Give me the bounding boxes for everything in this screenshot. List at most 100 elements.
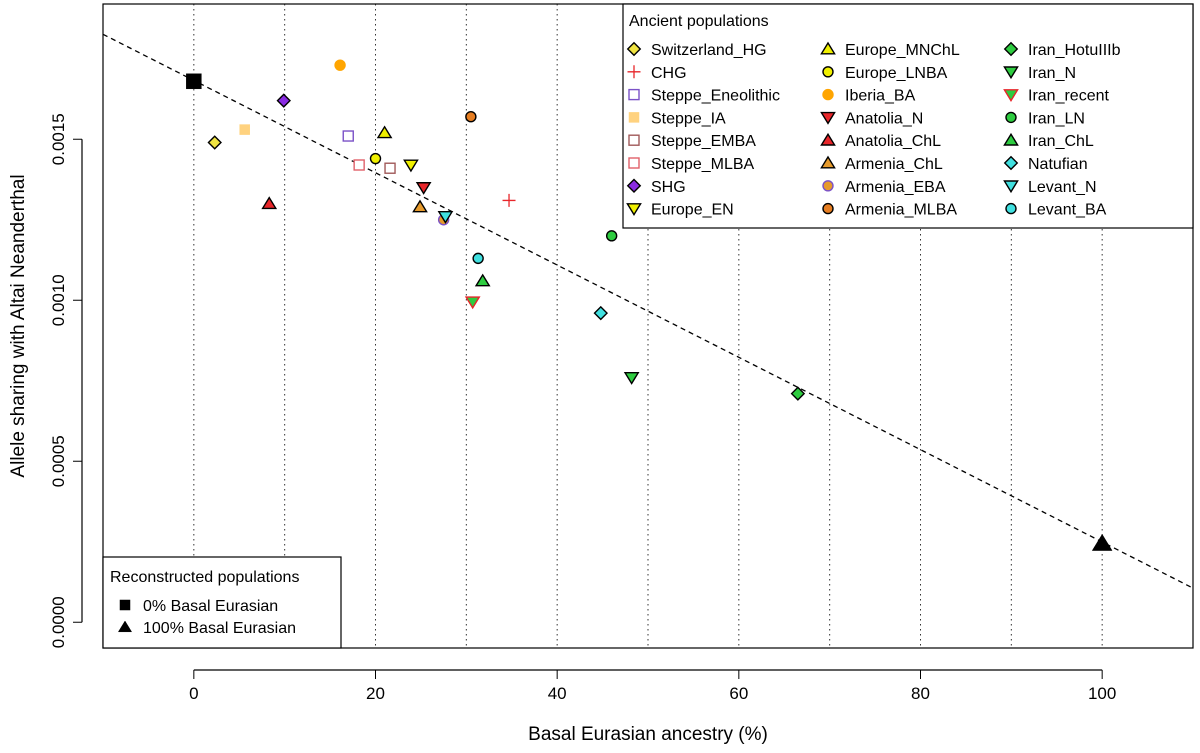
point-iran-recent <box>464 296 481 310</box>
y-tick-label-0: 0.0000 <box>49 596 68 648</box>
point-iberia-ba <box>334 59 346 71</box>
x-axis-label: Basal Eurasian ancestry (%) <box>528 724 768 745</box>
x-tick-label-80: 80 <box>911 684 930 703</box>
legend-label-steppe-emba: Steppe_EMBA <box>651 133 756 150</box>
legend-marker-anatolia-chl <box>820 132 836 146</box>
legend-label-iran-ln: Iran_LN <box>1028 110 1085 127</box>
legend-label-100-basal-eurasian: 100% Basal Eurasian <box>143 620 296 637</box>
legend-marker-anatolia-n <box>820 111 836 125</box>
legend-marker-iran-chl <box>1003 132 1019 146</box>
y-tick-label-1: 0.0005 <box>49 435 68 487</box>
legend-label-levant-n: Levant_N <box>1028 179 1097 196</box>
legend-label-natufian: Natufian <box>1028 156 1088 173</box>
legend-label-iran-recent: Iran_recent <box>1028 88 1109 105</box>
point-anatolia-n <box>415 182 432 195</box>
legend-marker-shg <box>626 178 642 194</box>
legend-marker-europe-en <box>626 203 642 216</box>
legend-reconstructed-populations: Reconstructed populations 0% Basal Euras… <box>102 556 342 649</box>
legend-label-chg: CHG <box>651 65 687 82</box>
point-europe-lnba <box>369 152 382 165</box>
point-iran-ln <box>605 230 618 242</box>
legend-label-shg: SHG <box>651 179 686 196</box>
point-europe-mnchl <box>376 125 393 139</box>
legend-label-armenia-chl: Armenia_ChL <box>845 156 943 173</box>
y-tick-label-2: 0.0010 <box>49 274 68 326</box>
legend-label-steppe-ia: Steppe_IA <box>651 110 726 127</box>
legend-marker-armenia-mlba <box>822 202 834 215</box>
point-iran-hotuiiib <box>790 386 806 401</box>
point-chg <box>502 193 516 207</box>
point-steppe-eneolithic <box>342 130 354 142</box>
x-tick-label-40: 40 <box>548 684 567 703</box>
legend-label-anatolia-n: Anatolia_N <box>845 110 923 127</box>
legend-label-europe-lnba: Europe_LNBA <box>845 65 948 82</box>
legend-marker-0-basal-eurasian <box>119 599 131 611</box>
legend-reconstructed-box <box>102 556 342 649</box>
legend-marker-switzerland-hg <box>626 41 642 57</box>
legend-marker-steppe-eneolithic <box>628 88 640 101</box>
y-axis: 0.0000 0.0005 0.0010 0.0015 <box>49 113 83 648</box>
legend-label-armenia-eba: Armenia_EBA <box>845 179 946 196</box>
legend-marker-steppe-mlba <box>628 157 640 169</box>
legend-marker-steppe-ia <box>628 112 640 123</box>
legend-marker-armenia-chl <box>820 155 836 169</box>
legend-label-iran-hotuiiib: Iran_HotuIIIb <box>1028 42 1121 59</box>
point-natufian <box>593 305 609 321</box>
legend-marker-levant-ba <box>1005 202 1017 215</box>
legend-marker-iran-recent <box>1003 89 1019 102</box>
legend-ancient-populations: Ancient populations Switzerland_HG CHG Ste… <box>622 3 1194 229</box>
point-0-basal-eurasian <box>186 73 202 90</box>
x-tick-label-60: 60 <box>729 684 748 703</box>
legend-marker-iran-ln <box>1005 111 1017 124</box>
legend-marker-iran-n <box>1003 66 1019 80</box>
legend-label-steppe-eneolithic: Steppe_Eneolithic <box>651 88 780 105</box>
x-axis: 0 20 40 60 80 100 <box>189 669 1116 703</box>
legend-marker-iran-hotuiiib <box>1003 41 1019 57</box>
legend-marker-100-basal-eurasian <box>117 620 133 633</box>
legend-label-anatolia-chl: Anatolia_ChL <box>845 133 941 150</box>
legend-marker-steppe-emba <box>628 134 640 146</box>
legend-marker-europe-lnba <box>822 66 834 78</box>
point-switzerland-hg <box>207 135 222 150</box>
x-tick-label-100: 100 <box>1088 684 1116 703</box>
x-tick-label-20: 20 <box>366 684 385 703</box>
legend-label-iran-chl: Iran_ChL <box>1028 133 1094 150</box>
legend-label-europe-en: Europe_EN <box>651 202 734 219</box>
point-shg <box>276 93 291 108</box>
y-tick-label-3: 0.0015 <box>49 113 68 165</box>
point-steppe-mlba <box>353 159 365 171</box>
legend-ancient-box <box>622 3 1194 229</box>
legend-marker-armenia-eba <box>822 180 834 192</box>
legend-label-switzerland-hg: Switzerland_HG <box>651 42 767 59</box>
legend-marker-chg <box>627 65 641 79</box>
legend-ancient-title: Ancient populations <box>629 13 769 30</box>
legend-label-armenia-mlba: Armenia_MLBA <box>845 202 957 219</box>
point-iran-n <box>623 372 640 385</box>
point-steppe-ia <box>239 124 250 135</box>
point-armenia-chl <box>412 199 428 213</box>
data-points <box>186 59 1113 551</box>
point-anatolia-chl <box>261 196 278 210</box>
y-axis-label: Allele sharing with Altai Neanderthal <box>8 174 29 477</box>
legend-label-levant-ba: Levant_BA <box>1028 202 1107 219</box>
legend-marker-iberia-ba <box>822 88 834 101</box>
legend-label-0-basal-eurasian: 0% Basal Eurasian <box>143 598 278 615</box>
x-tick-label-0: 0 <box>189 684 198 703</box>
point-levant-ba <box>472 252 484 265</box>
regression-line-layer <box>102 33 1194 589</box>
legend-marker-levant-n <box>1003 180 1019 194</box>
legend-label-iran-n: Iran_N <box>1028 65 1076 82</box>
legend-reconstructed-title: Reconstructed populations <box>110 569 299 586</box>
point-armenia-mlba <box>465 110 477 123</box>
legend-marker-europe-mnchl <box>820 41 836 55</box>
point-europe-en <box>403 159 419 173</box>
legend-label-steppe-mlba: Steppe_MLBA <box>651 156 755 173</box>
regression-line <box>102 33 1194 589</box>
point-steppe-emba <box>384 162 396 174</box>
legend-label-iberia-ba: Iberia_BA <box>845 88 916 105</box>
point-levant-n <box>437 211 454 224</box>
point-100-basal-eurasian <box>1091 533 1113 551</box>
legend-marker-natufian <box>1003 155 1019 171</box>
